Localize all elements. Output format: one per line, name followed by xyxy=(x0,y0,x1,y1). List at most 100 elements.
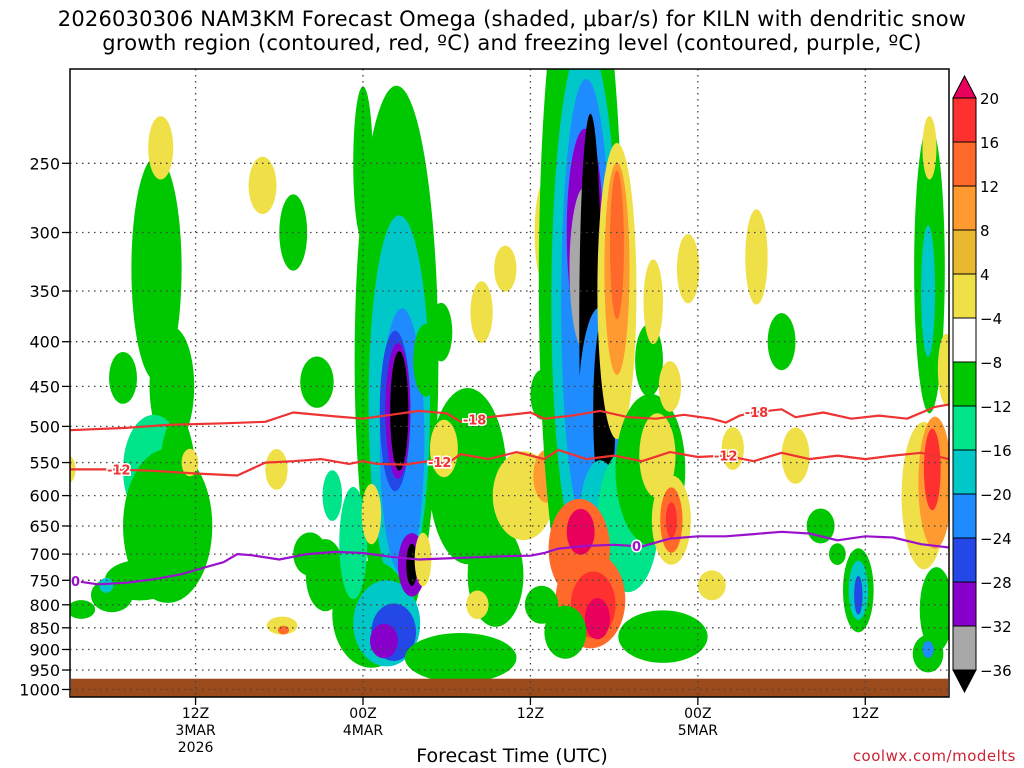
omega-cell xyxy=(70,600,96,619)
omega-cell xyxy=(305,539,345,612)
omega-cell xyxy=(544,605,587,659)
omega-cell xyxy=(149,326,195,446)
colorbar-label: −28 xyxy=(980,574,1012,592)
omega-cell xyxy=(131,156,182,382)
colorbar: 20 16 12 8 4 −4 −8 −12 −16 −20 −24 −28 −32 −36 xyxy=(952,74,1012,694)
omega-cell xyxy=(322,470,343,521)
y-axis: 250 300 350 400 450 500 550 600 650 700 750 800 850 9… xyxy=(19,154,70,699)
omega-cell xyxy=(413,323,439,397)
y-tick-label: 750 xyxy=(29,571,60,590)
colorbar-swatch xyxy=(952,537,977,583)
omega-cell xyxy=(181,448,199,477)
x-tick-label: 2026 xyxy=(178,740,214,756)
omega-cell xyxy=(919,567,949,652)
x-tick-label: 5MAR xyxy=(678,723,719,739)
colorbar-label: 8 xyxy=(980,222,990,240)
x-tick-label: 4MAR xyxy=(343,723,384,739)
y-tick-label: 550 xyxy=(29,454,60,473)
omega-cell xyxy=(658,361,682,412)
omega-cell xyxy=(466,590,489,620)
omega-cell xyxy=(99,577,114,593)
colorbar-label: −24 xyxy=(980,530,1012,548)
colorbar-swatch xyxy=(952,361,977,407)
contour-line-minus12 xyxy=(70,448,949,477)
omega-cell xyxy=(494,245,517,292)
colorbar-swatch xyxy=(952,449,977,495)
colorbar-bottom-arrow xyxy=(952,669,977,694)
colorbar-swatch xyxy=(952,405,977,451)
y-tick-label: 850 xyxy=(29,619,60,638)
plot-frame xyxy=(69,68,950,698)
contour-label: -12 xyxy=(714,450,738,465)
omega-cell xyxy=(353,86,373,241)
contour-label: -12 xyxy=(428,456,452,471)
omega-cell xyxy=(361,483,382,545)
omega-cell xyxy=(470,281,493,343)
omega-cell xyxy=(266,616,298,635)
omega-cell xyxy=(265,449,288,490)
colorbar-label: 16 xyxy=(980,134,999,152)
omega-cell xyxy=(566,508,595,555)
omega-cell xyxy=(369,623,398,659)
y-tick-label: 600 xyxy=(29,487,60,506)
omega-cell xyxy=(923,428,941,511)
colorbar-label: −36 xyxy=(980,662,1012,680)
y-tick-label: 700 xyxy=(29,545,60,564)
chart-title-line1: 2026030306 NAM3KM Forecast Omega (shaded… xyxy=(57,7,967,31)
ground-surface xyxy=(71,678,948,697)
colorbar-swatch xyxy=(952,317,977,363)
colorbar-label: 20 xyxy=(980,90,999,108)
y-tick-label: 350 xyxy=(29,282,60,301)
contour-label: 0 xyxy=(632,540,641,555)
colorbar-swatch xyxy=(952,229,977,275)
chart-title-line2: growth region (contoured, red, ºC) and f… xyxy=(102,31,922,55)
x-tick-label: 00Z xyxy=(684,706,711,722)
colorbar-swatch xyxy=(952,185,977,231)
colorbar-swatch xyxy=(952,581,977,627)
contour-line-minus18 xyxy=(70,403,949,432)
colorbar-swatch xyxy=(952,97,977,143)
colorbar-label: −32 xyxy=(980,618,1012,636)
contour-label: -18 xyxy=(463,414,487,429)
omega-cell xyxy=(767,313,796,371)
y-tick-label: 800 xyxy=(29,596,60,615)
y-tick-label: 950 xyxy=(29,661,60,680)
y-tick-label: 650 xyxy=(29,517,60,536)
omega-cell xyxy=(676,234,700,304)
colorbar-top-arrow xyxy=(952,74,977,99)
omega-cell xyxy=(697,570,726,601)
colorbar-label: 12 xyxy=(980,178,999,196)
omega-cell xyxy=(609,170,624,320)
contour-line-0 xyxy=(70,530,949,586)
omega-cell xyxy=(277,625,290,635)
credit-link[interactable]: coolwx.com/modelts xyxy=(852,747,1016,765)
colorbar-label: 4 xyxy=(980,266,990,284)
omega-cell xyxy=(854,575,863,615)
colorbar-swatch xyxy=(952,625,977,671)
contours: -18 -18 -12 -12 -12 0 0 xyxy=(70,403,949,592)
colorbar-swatch xyxy=(952,141,977,187)
omega-cell xyxy=(643,259,663,345)
omega-cell xyxy=(721,427,744,471)
y-tick-label: 300 xyxy=(29,224,60,243)
omega-cell xyxy=(745,209,768,305)
omega-cell xyxy=(829,543,846,565)
omega-cell xyxy=(248,156,277,215)
x-tick-label: 12Z xyxy=(182,706,209,722)
gridlines xyxy=(70,69,949,697)
y-tick-label: 1000 xyxy=(19,680,60,699)
contour-label: 0 xyxy=(71,575,80,590)
omega-cell xyxy=(937,333,949,405)
colorbar-label: −8 xyxy=(980,354,1002,372)
contour-label: -12 xyxy=(107,464,131,479)
y-tick-label: 900 xyxy=(29,640,60,659)
omega-cell xyxy=(148,116,174,180)
colorbar-label: −16 xyxy=(980,442,1012,460)
omega-cell xyxy=(665,502,677,538)
colorbar-label: −20 xyxy=(980,486,1012,504)
omega-cell xyxy=(922,116,937,180)
colorbar-swatch xyxy=(952,493,977,539)
colorbar-swatch xyxy=(952,273,977,319)
